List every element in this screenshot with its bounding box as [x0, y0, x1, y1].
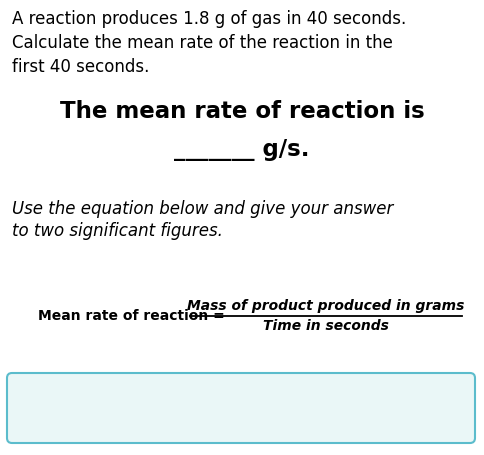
Text: The mean rate of reaction is: The mean rate of reaction is: [60, 100, 424, 123]
Text: _______ g/s.: _______ g/s.: [174, 138, 310, 161]
Text: A reaction produces 1.8 g of gas in 40 seconds.: A reaction produces 1.8 g of gas in 40 s…: [12, 10, 406, 28]
FancyBboxPatch shape: [7, 373, 475, 443]
Text: Use the equation below and give your answer: Use the equation below and give your ans…: [12, 200, 393, 218]
Text: to two significant figures.: to two significant figures.: [12, 222, 223, 240]
Text: first 40 seconds.: first 40 seconds.: [12, 58, 150, 76]
Text: Calculate the mean rate of the reaction in the: Calculate the mean rate of the reaction …: [12, 34, 393, 52]
Text: Mean rate of reaction =: Mean rate of reaction =: [38, 309, 225, 323]
Text: Mass of product produced in grams: Mass of product produced in grams: [187, 299, 465, 313]
Text: Time in seconds: Time in seconds: [263, 319, 389, 333]
